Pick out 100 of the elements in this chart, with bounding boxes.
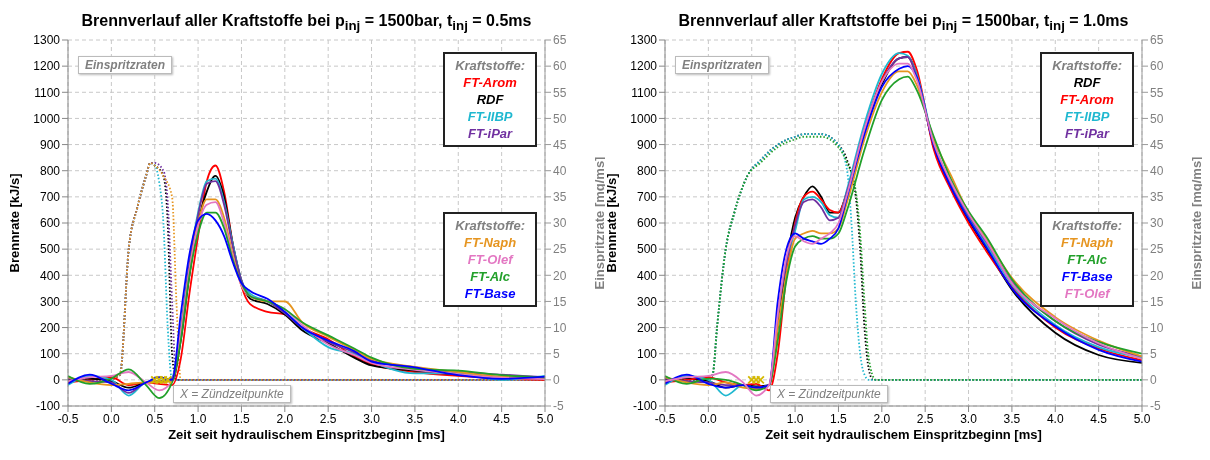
y2-tick-label: 10	[553, 320, 567, 335]
y2-tick-label: -5	[1150, 399, 1161, 414]
y2-tick-label: 65	[553, 33, 567, 48]
y-tick-label: 800	[636, 163, 658, 178]
y-tick-label: 1300	[630, 33, 658, 48]
y-tick-label: 1100	[34, 85, 61, 100]
x-tick-label: 1.5	[830, 411, 848, 426]
y-tick-label: 500	[636, 242, 658, 257]
text: FT-iPar	[1064, 125, 1111, 142]
y-axis-title: Brennrate [kJ/s]	[6, 173, 22, 273]
y2-tick-label: 20	[1150, 268, 1164, 283]
y2-tick-label: 45	[1150, 137, 1164, 152]
y2-tick-label: 60	[553, 59, 567, 74]
y-tick-label: 1000	[630, 111, 658, 126]
y-tick-label: 400	[636, 268, 658, 283]
y-tick-label: 900	[39, 137, 61, 152]
x-tick-label: 3.5	[406, 411, 424, 426]
legend-title: Kraftstoffe:	[455, 57, 525, 74]
y2-tick-label: 25	[1150, 242, 1164, 257]
x-tick-label: 0.0	[103, 411, 121, 426]
y-tick-label: 900	[636, 137, 658, 152]
text: FT-iPar	[467, 125, 514, 142]
text: FT-Naph	[463, 234, 518, 251]
y-tick-label: -100	[35, 399, 61, 414]
y-tick-label: 700	[39, 190, 61, 205]
annotation: Einspritzraten	[78, 56, 173, 74]
y2-tick-label: 5	[1150, 346, 1157, 361]
y2-tick-label: 30	[1150, 216, 1164, 231]
y-tick-label: 500	[39, 242, 61, 257]
y2-tick-label: 15	[1150, 294, 1164, 309]
y-tick-label: 100	[636, 346, 658, 361]
series-label: FT-Olef	[1063, 285, 1112, 302]
text: FT-Naph	[1060, 234, 1115, 251]
y-tick-label: 0	[53, 373, 61, 388]
y2-tick-label: 10	[1150, 320, 1164, 335]
y-tick-label: 200	[636, 320, 658, 335]
y-tick-label: 1200	[630, 59, 658, 74]
y-tick-label: -100	[632, 399, 658, 414]
x-tick-label: -0.5	[654, 411, 676, 426]
x-tick-label: 0.5	[146, 411, 164, 426]
text: FT-Base	[1060, 268, 1114, 285]
y-tick-label: 800	[39, 163, 61, 178]
y2-tick-label: 60	[1150, 59, 1164, 74]
y2-tick-label: 55	[553, 85, 567, 100]
text: FT-lIBP	[466, 108, 514, 125]
x-tick-label: 5.0	[1133, 411, 1151, 426]
y-tick-label: 200	[39, 320, 61, 335]
annotation: X = Zündzeitpunkte	[769, 385, 888, 403]
text: RDF	[1072, 74, 1102, 91]
y2-tick-label: 30	[553, 216, 567, 231]
x-tick-label: 2.0	[873, 411, 891, 426]
y-tick-label: 400	[39, 268, 61, 283]
text: Kraftstoffe:	[1052, 218, 1122, 233]
y2-tick-label: 50	[1150, 111, 1164, 126]
y-tick-label: 0	[650, 373, 658, 388]
x-tick-label: 3.0	[363, 411, 381, 426]
y2-tick-label: 15	[553, 294, 567, 309]
text: FT-Alc	[469, 268, 511, 285]
x-tick-label: 3.5	[1003, 411, 1021, 426]
y2-tick-label: 65	[1150, 33, 1164, 48]
text: FT-lIBP	[1063, 108, 1111, 125]
x-tick-label: 0.0	[700, 411, 718, 426]
x-tick-label: 1.0	[189, 411, 207, 426]
y-tick-label: 1300	[33, 33, 61, 48]
annotation: Einspritzraten	[675, 56, 770, 74]
x-tick-label: 3.0	[960, 411, 978, 426]
y-tick-label: 600	[39, 216, 61, 231]
x-axis-title: Zeit seit hydraulischem Einspritzbeginn [ms]	[765, 427, 1042, 443]
y2-tick-label: 25	[553, 242, 567, 257]
y-tick-label: 300	[636, 294, 658, 309]
y2-tick-label: 20	[553, 268, 567, 283]
chart-title: Brennverlauf aller Kraftstoffe bei p$_{inj}$ = 1500bar, t$_{inj}$ = 1.0ms	[677, 12, 1130, 34]
x-tick-label: 2.5	[319, 411, 337, 426]
y2-tick-label: -5	[553, 399, 564, 414]
y2-tick-label: 40	[553, 163, 567, 178]
y2-tick-label: 0	[1150, 373, 1157, 388]
y-tick-label: 300	[39, 294, 61, 309]
x-tick-label: -0.5	[57, 411, 79, 426]
x-tick-label: 4.0	[1046, 411, 1064, 426]
text: FT-Alc	[1066, 251, 1108, 268]
y2-tick-label: 35	[1150, 190, 1164, 205]
y-tick-label: 600	[636, 216, 658, 231]
y2-tick-label: 35	[553, 190, 567, 205]
y-tick-label: 1200	[33, 59, 61, 74]
y-tick-label: 100	[39, 346, 61, 361]
y2-tick-label: 40	[1150, 163, 1164, 178]
text: Kraftstoffe:	[455, 218, 525, 233]
text: FT-Olef	[466, 251, 515, 268]
x-tick-label: 4.5	[1090, 411, 1108, 426]
y-tick-label: 1100	[631, 85, 658, 100]
x-tick-label: 2.5	[916, 411, 934, 426]
y2-tick-label: 0	[553, 373, 560, 388]
y-tick-label: 700	[636, 190, 658, 205]
text: FT-Base	[463, 285, 517, 302]
text: RDF	[475, 91, 505, 108]
x-tick-label: 4.5	[493, 411, 511, 426]
y2-tick-label: 55	[1150, 85, 1164, 100]
x-tick-label: 4.0	[449, 411, 467, 426]
chart-title: Brennverlauf aller Kraftstoffe bei p$_{inj}$ = 1500bar, t$_{inj}$ = 0.5ms	[80, 12, 533, 34]
text: FT-Arom	[1059, 91, 1115, 108]
